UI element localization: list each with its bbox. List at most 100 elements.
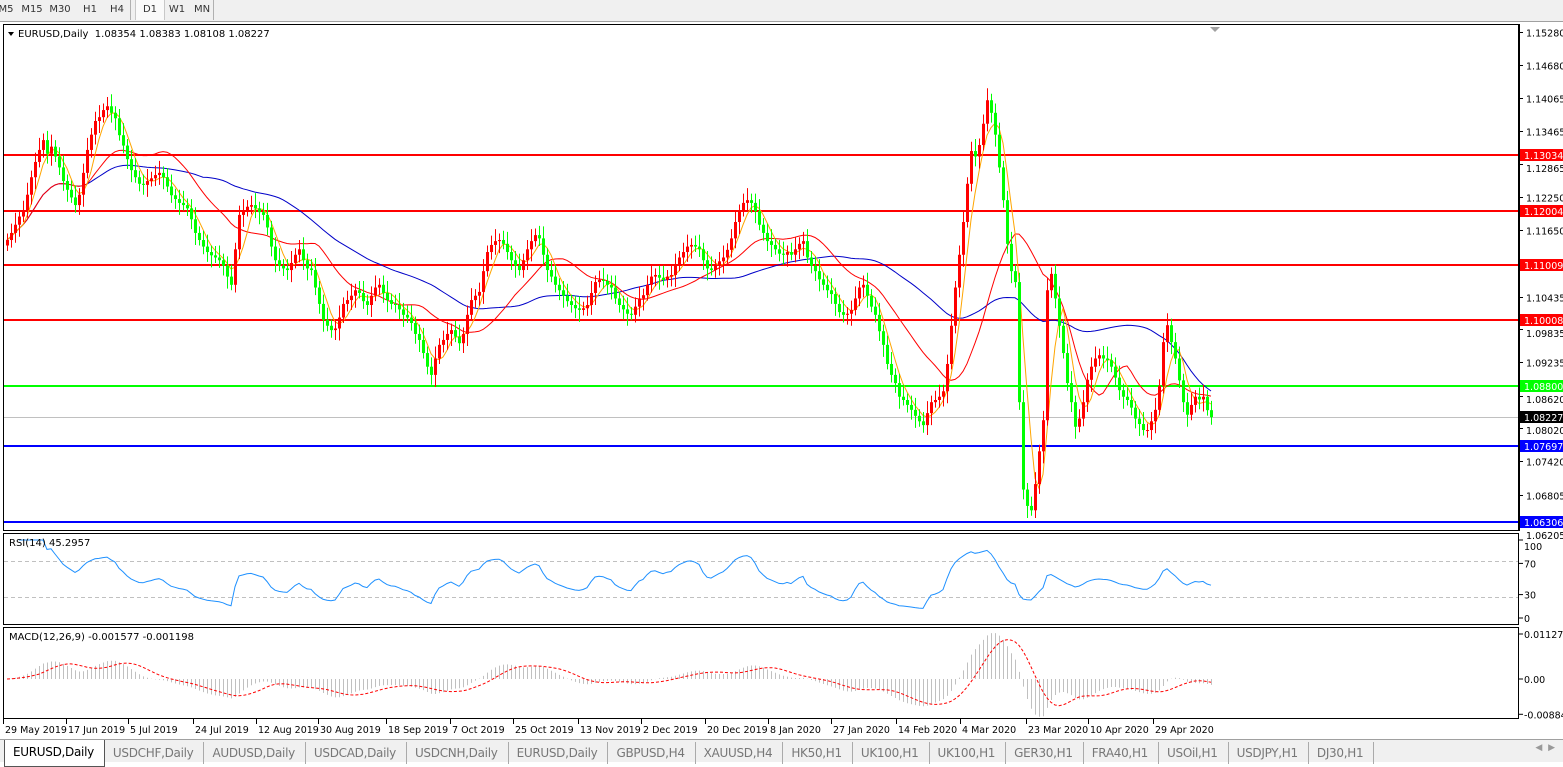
- candle: [530, 229, 533, 262]
- candle: [690, 238, 693, 259]
- candle-body: [734, 222, 737, 239]
- candle-body: [146, 181, 149, 185]
- candle-body: [586, 305, 589, 309]
- collapse-triangle-icon[interactable]: [8, 32, 14, 36]
- candle-body: [766, 232, 769, 242]
- candle: [806, 229, 809, 263]
- tab-uk100-h1[interactable]: UK100,H1: [853, 742, 930, 764]
- candle-body: [18, 216, 21, 225]
- tab-uk100-h1[interactable]: UK100,H1: [930, 742, 1007, 764]
- candle: [338, 305, 341, 341]
- tab-scroll-arrows[interactable]: ◀ ▶: [1535, 743, 1555, 753]
- time-tick-label: 2 Dec 2019: [643, 725, 698, 736]
- timeframe-h1[interactable]: H1: [83, 4, 97, 15]
- tab-usdjpy-h1[interactable]: USDJPY,H1: [1229, 742, 1309, 764]
- tab-usdchf-daily[interactable]: USDCHF,Daily: [105, 742, 205, 764]
- candle-body: [714, 265, 717, 271]
- candle-body: [362, 292, 365, 302]
- macd-tick-label: -0.008845: [1524, 710, 1563, 721]
- macd-panel[interactable]: MACD(12,26,9) -0.001577 -0.001198: [3, 627, 1519, 719]
- tab-eurusd-daily[interactable]: EURUSD,Daily: [4, 740, 105, 767]
- candle-body: [490, 244, 493, 253]
- candle-body: [914, 409, 917, 416]
- candle: [814, 256, 817, 281]
- candle: [22, 200, 25, 223]
- candle-body: [254, 205, 257, 209]
- timeframe-m5[interactable]: M5: [0, 4, 14, 15]
- rsi-panel[interactable]: RSI(14) 45.2957: [3, 533, 1519, 625]
- candle-body: [1178, 358, 1181, 381]
- tab-fra40-h1[interactable]: FRA40,H1: [1084, 742, 1160, 764]
- tab-dj30-h1[interactable]: DJ30,H1: [1309, 742, 1375, 764]
- tab-hk50-h1[interactable]: HK50,H1: [783, 742, 853, 764]
- timeframe-h4[interactable]: H4: [110, 4, 124, 15]
- candle: [1114, 357, 1117, 386]
- candle: [414, 316, 417, 344]
- candle-body: [890, 363, 893, 375]
- candle: [254, 193, 257, 219]
- candle-body: [90, 134, 93, 150]
- candle-body: [518, 265, 521, 271]
- timeframe-d1[interactable]: D1: [135, 0, 165, 20]
- candle: [594, 275, 597, 305]
- timeframe-m15[interactable]: M15: [21, 4, 43, 15]
- candle-body: [290, 262, 293, 271]
- candle: [154, 165, 157, 186]
- shift-marker-icon[interactable]: [1210, 27, 1220, 32]
- macd-tick-label: 0.00: [1524, 675, 1545, 686]
- tab-usdcad-daily[interactable]: USDCAD,Daily: [306, 742, 407, 764]
- candle: [282, 259, 285, 277]
- tab-usdcnh-daily[interactable]: USDCNH,Daily: [407, 742, 509, 764]
- rsi-tick-label: 70: [1524, 559, 1536, 570]
- candle-body: [38, 149, 41, 162]
- tab-audusd-daily[interactable]: AUDUSD,Daily: [204, 742, 306, 764]
- candle: [654, 268, 657, 287]
- candle: [842, 300, 845, 323]
- scroll-right-icon[interactable]: ▶: [1548, 743, 1555, 753]
- candle: [686, 234, 689, 262]
- time-tick-label: 10 Apr 2020: [1090, 725, 1149, 736]
- candle-body: [506, 243, 509, 253]
- candle-body: [818, 271, 821, 280]
- toolbar-separator: [213, 0, 214, 20]
- tab-ger30-h1[interactable]: GER30,H1: [1006, 742, 1084, 764]
- candle: [762, 218, 765, 241]
- candle: [554, 264, 557, 293]
- tab-usoil-h1[interactable]: USOil,H1: [1159, 742, 1229, 764]
- timeframe-m30[interactable]: M30: [49, 4, 71, 15]
- candle-body: [1210, 410, 1213, 418]
- candle: [962, 209, 965, 267]
- candle-body: [622, 305, 625, 310]
- level-price-badge: [1520, 259, 1563, 271]
- price-panel[interactable]: EURUSD,Daily 1.08354 1.08383 1.08108 1.0…: [3, 24, 1519, 531]
- candle-body: [1058, 298, 1061, 326]
- timeframe-w1[interactable]: W1: [168, 4, 186, 15]
- rsi-tick-label: 100: [1524, 542, 1542, 553]
- candle: [822, 272, 825, 291]
- candle: [1122, 383, 1125, 409]
- candle: [418, 324, 421, 352]
- candle-body: [114, 112, 117, 119]
- candle-body: [626, 309, 629, 314]
- candle: [682, 242, 685, 266]
- candle: [562, 280, 565, 308]
- candle: [1142, 412, 1145, 436]
- candle-body: [1142, 424, 1145, 431]
- candle: [854, 286, 857, 316]
- price-axis[interactable]: 1.15280 1.14680 1.14065 1.13465 1.12865 1.122…: [1519, 24, 1563, 542]
- candle-body: [822, 279, 825, 285]
- tab-xauusd-h4[interactable]: XAUUSD,H4: [696, 742, 784, 764]
- candle: [1134, 401, 1137, 429]
- time-axis[interactable]: 29 May 2019 17 Jun 2019 5 Jul 2019 24 Jul 2…: [3, 719, 1214, 736]
- timeframe-mn[interactable]: MN: [193, 4, 211, 15]
- candle: [442, 330, 445, 353]
- scroll-left-icon[interactable]: ◀: [1535, 743, 1543, 753]
- candle-body: [682, 252, 685, 258]
- candle-body: [670, 274, 673, 277]
- level-price-label: 1.12004: [1524, 207, 1563, 218]
- tab-eurusd-daily[interactable]: EURUSD,Daily: [509, 742, 609, 764]
- tab-gbpusd-h4[interactable]: GBPUSD,H4: [608, 742, 696, 764]
- macd-axis: 0.011277 0.00 -0.008845: [1519, 630, 1563, 721]
- candle-body: [1122, 390, 1125, 397]
